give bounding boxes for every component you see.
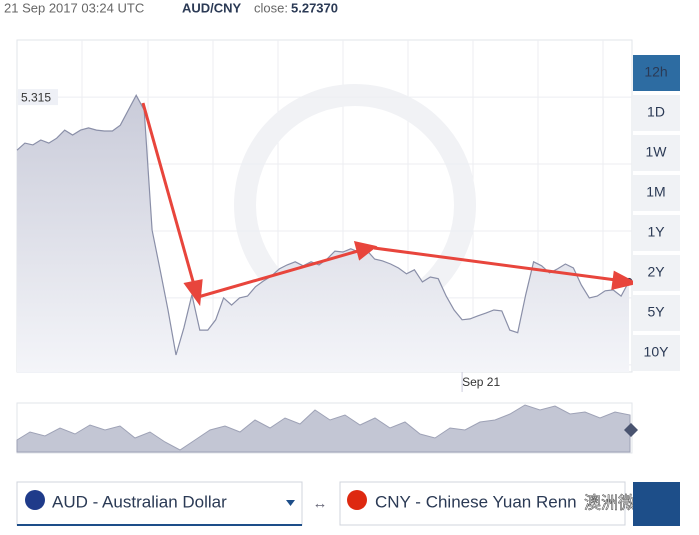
swap-icon[interactable]: ↔ <box>313 495 328 512</box>
range-button-label[interactable]: 2Y <box>647 264 665 280</box>
to-currency: CNY - Chinese Yuan Renn <box>375 492 577 511</box>
from-currency: AUD - Australian Dollar <box>52 492 227 511</box>
close-label: close: <box>254 0 288 15</box>
annotation-arrows <box>141 102 639 307</box>
y-tick-label: 5.315 <box>21 90 51 104</box>
dropdown-caret <box>286 500 295 506</box>
range-button[interactable] <box>633 95 680 131</box>
range-button[interactable] <box>633 135 680 171</box>
navigator-handle[interactable] <box>624 423 638 437</box>
range-button-label[interactable]: 1D <box>647 104 665 120</box>
from-select[interactable]: AUD - Australian Dollar <box>16 481 303 526</box>
range-button[interactable] <box>633 335 680 371</box>
range-button-label[interactable]: 1W <box>646 144 668 160</box>
pair: AUD/CNY <box>182 0 242 15</box>
range-button[interactable] <box>633 55 680 91</box>
range-button-label[interactable]: 5Y <box>647 304 665 320</box>
flag-cn <box>347 490 367 510</box>
timestamp: 21 Sep 2017 03:24 UTC <box>4 0 144 15</box>
range-button-label[interactable]: 1Y <box>647 224 665 240</box>
flag-au <box>25 490 45 510</box>
range-button-label[interactable]: 10Y <box>644 344 670 360</box>
range-button-label[interactable]: 1M <box>646 184 665 200</box>
range-button-label[interactable]: 12h <box>644 64 667 80</box>
x-tick-label: Sep 21 <box>462 375 500 389</box>
convert-button[interactable] <box>633 482 680 526</box>
range-button[interactable] <box>633 215 680 251</box>
close-value: 5.27370 <box>291 0 338 15</box>
range-button[interactable] <box>633 175 680 211</box>
navigator-area <box>16 404 631 453</box>
area <box>17 95 629 373</box>
y-tick-bg <box>18 89 58 106</box>
range-button[interactable] <box>633 255 680 291</box>
to-select[interactable]: CNY - Chinese Yuan Renn <box>339 481 626 526</box>
range-button[interactable] <box>633 295 680 331</box>
